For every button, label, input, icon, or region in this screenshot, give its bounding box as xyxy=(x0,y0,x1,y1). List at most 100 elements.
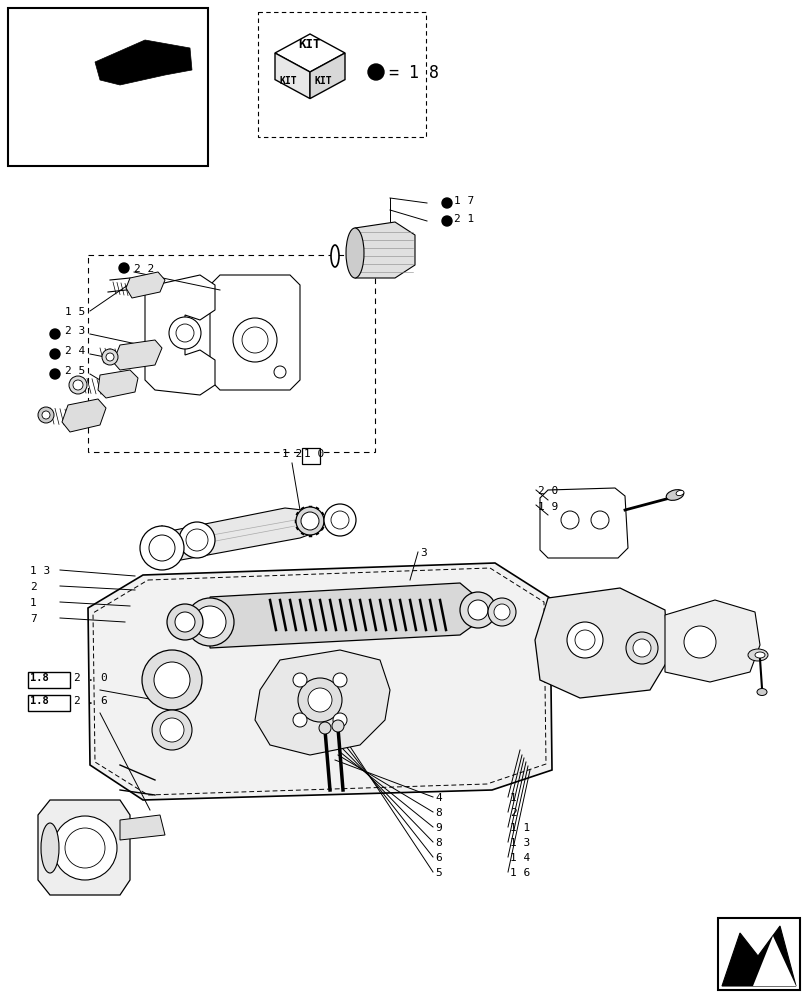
Circle shape xyxy=(633,639,650,657)
Bar xyxy=(28,672,70,688)
Circle shape xyxy=(154,662,190,698)
Ellipse shape xyxy=(676,490,683,496)
Circle shape xyxy=(331,511,349,529)
Circle shape xyxy=(293,673,307,687)
Text: 1 5: 1 5 xyxy=(65,307,85,317)
Circle shape xyxy=(590,511,608,529)
Circle shape xyxy=(487,598,515,626)
Circle shape xyxy=(333,713,346,727)
Text: = 1 8: = 1 8 xyxy=(388,64,439,82)
Circle shape xyxy=(141,119,169,147)
Bar xyxy=(717,918,799,990)
Text: 1 2: 1 2 xyxy=(281,449,302,459)
Circle shape xyxy=(273,366,285,378)
Text: 2 1: 2 1 xyxy=(453,214,474,224)
Text: 2 5: 2 5 xyxy=(65,366,85,376)
Text: 1.8: 1.8 xyxy=(30,696,49,706)
Text: 7: 7 xyxy=(30,614,36,624)
Text: 2 3: 2 3 xyxy=(65,326,85,336)
Circle shape xyxy=(142,650,202,710)
Text: 1: 1 xyxy=(509,793,516,803)
Polygon shape xyxy=(98,370,138,398)
Bar xyxy=(28,695,70,711)
Circle shape xyxy=(683,626,715,658)
Bar xyxy=(8,8,208,166)
Text: 3: 3 xyxy=(419,548,427,558)
Circle shape xyxy=(625,632,657,664)
Circle shape xyxy=(133,111,177,155)
Circle shape xyxy=(293,713,307,727)
Text: 5: 5 xyxy=(435,868,441,878)
Circle shape xyxy=(574,630,594,650)
Polygon shape xyxy=(275,34,345,72)
Polygon shape xyxy=(534,588,667,698)
Text: 1 3: 1 3 xyxy=(30,566,50,576)
Circle shape xyxy=(148,535,175,561)
Ellipse shape xyxy=(69,376,87,394)
Text: 1 3: 1 3 xyxy=(509,838,530,848)
Text: 1 1: 1 1 xyxy=(509,823,530,833)
Circle shape xyxy=(186,529,208,551)
Circle shape xyxy=(160,718,184,742)
Text: 1.8: 1.8 xyxy=(30,673,49,683)
Ellipse shape xyxy=(747,649,767,661)
Text: KIT: KIT xyxy=(280,76,298,86)
Polygon shape xyxy=(120,815,165,840)
Polygon shape xyxy=(38,800,130,895)
Polygon shape xyxy=(310,53,345,99)
Polygon shape xyxy=(145,275,215,395)
Circle shape xyxy=(467,600,487,620)
Circle shape xyxy=(367,64,384,80)
Circle shape xyxy=(233,318,277,362)
Polygon shape xyxy=(210,583,478,648)
Text: 1 9: 1 9 xyxy=(538,502,558,512)
Circle shape xyxy=(167,604,203,640)
Circle shape xyxy=(460,592,496,628)
Circle shape xyxy=(441,198,452,208)
Polygon shape xyxy=(165,508,322,562)
Ellipse shape xyxy=(38,407,54,423)
Text: 2 4: 2 4 xyxy=(65,346,85,356)
Polygon shape xyxy=(210,275,299,390)
Bar xyxy=(302,448,320,464)
Bar xyxy=(258,12,426,137)
Text: 1 0: 1 0 xyxy=(303,449,324,459)
Text: 2: 2 xyxy=(30,582,36,592)
Polygon shape xyxy=(354,222,414,278)
Polygon shape xyxy=(275,53,310,99)
Ellipse shape xyxy=(665,490,683,500)
Text: 2: 2 xyxy=(509,808,516,818)
Ellipse shape xyxy=(331,245,338,267)
Circle shape xyxy=(152,710,191,750)
Circle shape xyxy=(33,76,117,160)
Polygon shape xyxy=(35,50,185,125)
Circle shape xyxy=(186,598,234,646)
Circle shape xyxy=(566,622,603,658)
Ellipse shape xyxy=(754,652,764,658)
Circle shape xyxy=(50,369,60,379)
Text: 1 4: 1 4 xyxy=(509,853,530,863)
Polygon shape xyxy=(113,340,162,370)
Ellipse shape xyxy=(42,411,50,419)
Text: 2 0: 2 0 xyxy=(538,486,558,496)
Circle shape xyxy=(176,324,194,342)
Circle shape xyxy=(333,673,346,687)
Circle shape xyxy=(65,828,105,868)
Polygon shape xyxy=(752,936,795,986)
Ellipse shape xyxy=(102,349,118,365)
Ellipse shape xyxy=(73,380,83,390)
Ellipse shape xyxy=(301,512,319,530)
Polygon shape xyxy=(95,40,191,85)
Text: 8: 8 xyxy=(435,808,441,818)
Circle shape xyxy=(324,504,355,536)
Text: 2 2: 2 2 xyxy=(134,264,154,274)
Text: KIT: KIT xyxy=(298,38,321,51)
Circle shape xyxy=(53,816,117,880)
Ellipse shape xyxy=(345,228,363,278)
Circle shape xyxy=(139,526,184,570)
Circle shape xyxy=(50,349,60,359)
Circle shape xyxy=(242,327,268,353)
Text: 2 . 0: 2 . 0 xyxy=(74,673,108,683)
Circle shape xyxy=(560,511,578,529)
Circle shape xyxy=(194,606,225,638)
